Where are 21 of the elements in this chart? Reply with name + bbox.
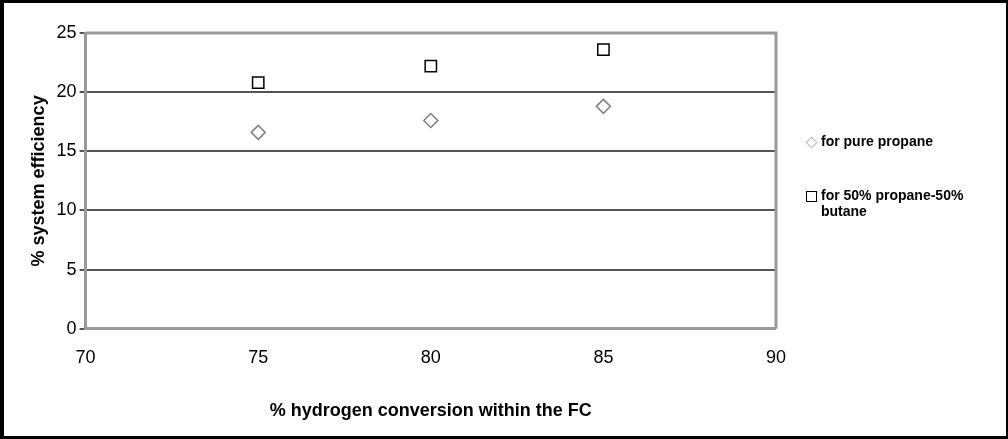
point [423,112,439,129]
point [424,59,438,73]
point [596,43,610,56]
y-tick-label: 0 [66,317,77,338]
x-tick-label: 80 [420,346,441,367]
point [250,124,266,141]
legend-label: for pure propane [821,133,934,149]
x-axis-title: % hydrogen conversion within the FC [269,400,592,421]
y-tick-label: 5 [66,258,77,279]
y-tick-label: 25 [56,21,77,42]
legend-label: for 50% propane-50% butane [821,187,965,219]
y-tick-label: 10 [56,199,77,220]
x-tick-label: 70 [75,346,96,367]
point [595,98,612,115]
y-axis-title: % system efficiency [27,95,48,267]
y-tick-label: 15 [56,140,77,161]
point [251,76,265,90]
x-tick-label: 75 [248,346,269,367]
x-tick-label: 85 [593,346,614,367]
x-tick-label: 90 [765,346,786,367]
y-tick-label: 20 [56,81,77,102]
